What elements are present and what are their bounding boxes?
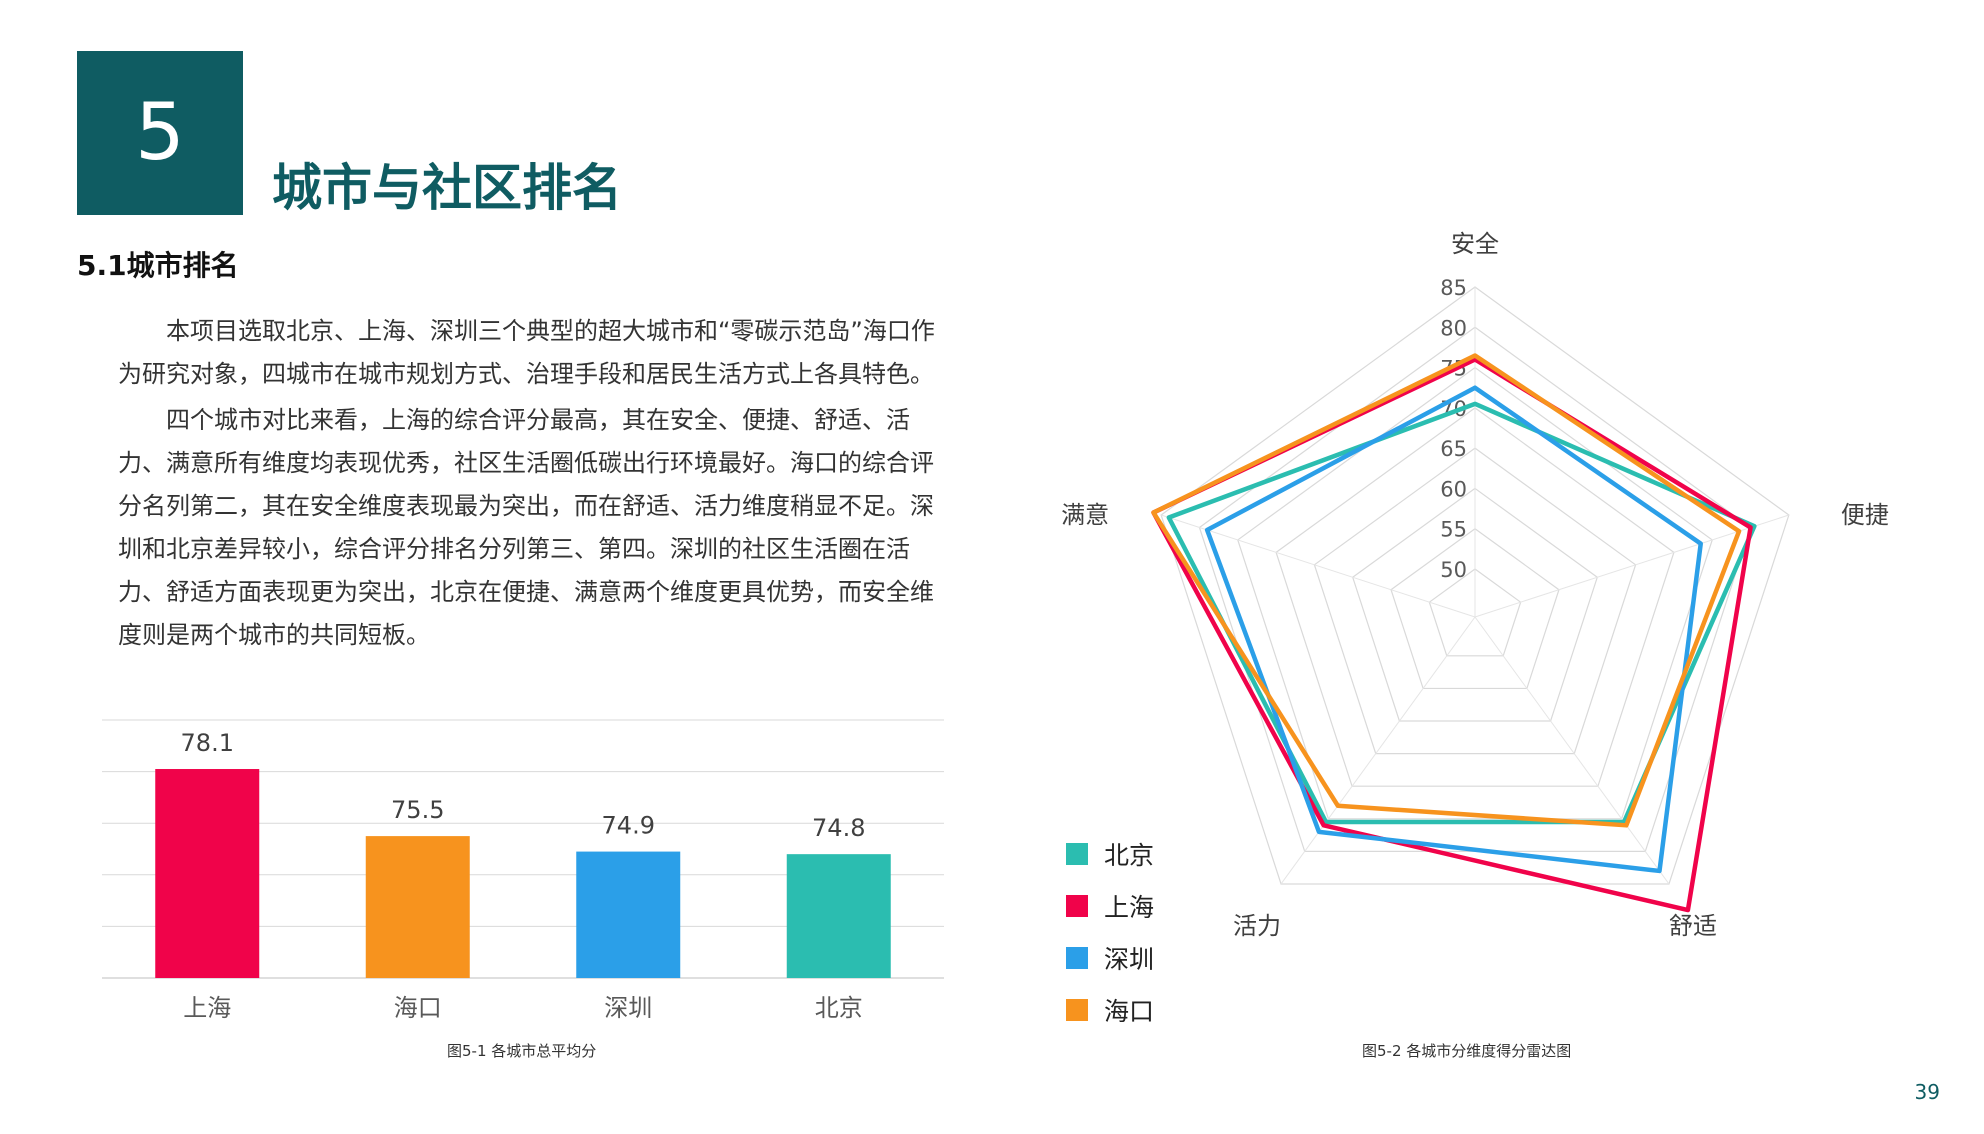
radar-tick-label: 65 (1440, 437, 1467, 461)
bar-value-label: 75.5 (391, 796, 444, 824)
bar-value-label: 78.1 (181, 729, 234, 757)
radar-chart-caption: 图5-2 各城市分维度得分雷达图 (1362, 1042, 1572, 1060)
radar-axis-label: 舒适 (1669, 912, 1717, 940)
radar-axis-label: 安全 (1451, 230, 1499, 258)
legend-swatch (1066, 895, 1088, 917)
radar-gridline (1237, 366, 1713, 820)
subsection-title: 5.1城市排名 (77, 249, 239, 282)
bar-category-label: 深圳 (604, 994, 652, 1022)
bar-category-label: 海口 (394, 994, 442, 1022)
bar-value-label: 74.9 (602, 812, 655, 840)
radar-gridline (1275, 407, 1675, 787)
bar-category-label: 上海 (183, 994, 231, 1022)
bar-value-label: 74.8 (812, 814, 865, 842)
legend-swatch (1066, 843, 1088, 865)
radar-spoke (1474, 616, 1670, 885)
radar-spoke (1474, 514, 1790, 618)
radar-spoke (1160, 514, 1476, 618)
page-number: 39 (1914, 1080, 1940, 1104)
radar-tick-label: 60 (1440, 477, 1467, 501)
body-text: 本项目选取北京、上海、深圳三个典型的超大城市和“零碳示范岛”海口作为研究对象，四… (118, 310, 938, 660)
radar-series-line (1204, 385, 1703, 874)
legend-label: 深圳 (1104, 945, 1154, 974)
bar (576, 851, 681, 978)
section-number: 5 (77, 51, 243, 215)
legend-label: 北京 (1104, 841, 1154, 870)
legend-swatch (1066, 999, 1088, 1021)
radar-gridline (1313, 447, 1637, 755)
radar-tick-label: 55 (1440, 518, 1467, 542)
radar-gridline (1352, 487, 1598, 722)
bar (786, 854, 891, 978)
radar-gridline (1160, 286, 1790, 885)
radar-axis-label: 便捷 (1841, 501, 1889, 529)
radar-axis-label: 活力 (1233, 912, 1281, 940)
radar-gridline (1390, 527, 1560, 690)
radar-tick-label: 50 (1440, 558, 1467, 582)
radar-series-line (1166, 401, 1757, 825)
legend-label: 上海 (1104, 893, 1154, 922)
legend-label: 海口 (1104, 997, 1154, 1026)
bar-category-label: 北京 (815, 994, 863, 1022)
paragraph: 四个城市对比来看，上海的综合评分最高，其在安全、便捷、舒适、活力、满意所有维度均… (118, 406, 934, 649)
radar-series-line (1151, 353, 1742, 828)
radar-tick-label: 80 (1440, 316, 1467, 340)
bar (155, 769, 260, 978)
paragraph: 本项目选取北京、上海、深圳三个典型的超大城市和“零碳示范岛”海口作为研究对象，四… (118, 317, 935, 388)
bar (365, 836, 470, 978)
radar-tick-label: 85 (1440, 276, 1467, 300)
radar-axis-label: 满意 (1061, 501, 1109, 529)
radar-spoke (1280, 616, 1476, 885)
section-title: 城市与社区排名 (272, 159, 622, 217)
radar-gridline (1428, 568, 1522, 657)
bar-chart-caption: 图5-1 各城市总平均分 (447, 1042, 597, 1060)
legend-swatch (1066, 947, 1088, 969)
